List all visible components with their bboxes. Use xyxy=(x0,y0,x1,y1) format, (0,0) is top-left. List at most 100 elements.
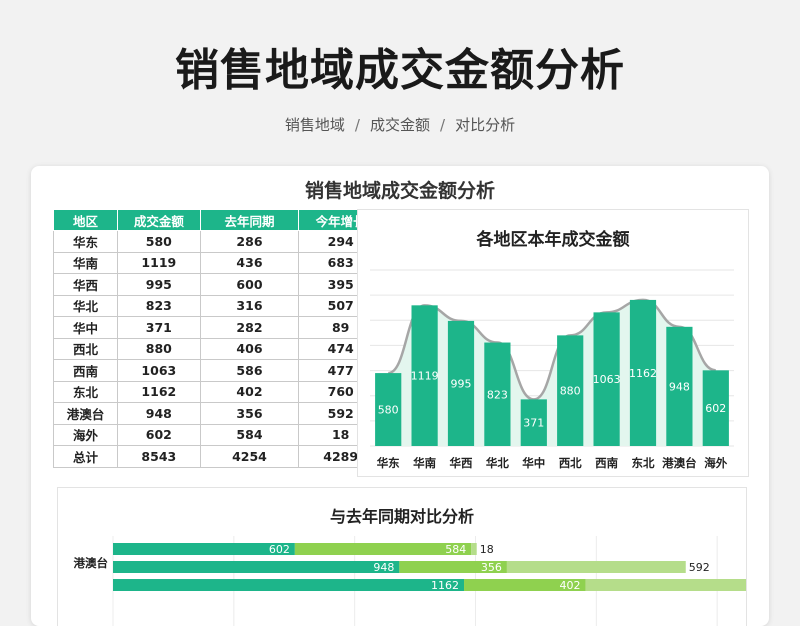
stacked-bar-segment xyxy=(113,543,295,555)
table-cell[interactable]: 600 xyxy=(199,273,300,296)
table-row: 港澳台 948 356 592 xyxy=(52,402,383,425)
table-cell[interactable]: 406 xyxy=(199,337,300,360)
yoy-compare-chart: 与去年同期对比分析60258418948356592港澳台1162402760 xyxy=(57,487,769,626)
stacked-bar-segment xyxy=(585,579,769,591)
category-label: 港澳台 xyxy=(74,556,109,570)
category-label: 东北 xyxy=(632,456,655,470)
table-row: 海外 602 584 18 xyxy=(52,423,383,446)
bar-value-label: 823 xyxy=(487,388,508,401)
table-cell[interactable]: 580 xyxy=(117,230,201,253)
table-cell[interactable]: 华西 xyxy=(52,273,119,296)
table-row: 华北 823 316 507 xyxy=(52,294,383,317)
category-label: 华南 xyxy=(413,456,436,470)
category-label: 海外 xyxy=(704,456,727,470)
bar xyxy=(702,370,729,446)
column-header: 成交金额 xyxy=(117,209,201,231)
table-cell[interactable]: 东北 xyxy=(52,380,119,403)
table-cell[interactable]: 华东 xyxy=(52,230,119,253)
breadcrumb: 销售地域 / 成交金额 / 对比分析 xyxy=(0,114,800,135)
table-row: 华南 1119 436 683 xyxy=(52,251,383,274)
bar xyxy=(666,326,693,446)
table-cell[interactable]: 602 xyxy=(117,423,201,446)
bar xyxy=(411,305,438,446)
column-header: 去年同期 xyxy=(199,209,300,231)
table-row: 西南 1063 586 477 xyxy=(52,359,383,382)
bar xyxy=(375,373,402,446)
bar xyxy=(629,299,657,446)
table-cell[interactable]: 华中 xyxy=(52,316,119,339)
table-cell[interactable]: 584 xyxy=(199,423,300,446)
breadcrumb-separator: / xyxy=(354,116,360,134)
table-cell[interactable]: 995 xyxy=(117,273,201,296)
segment-value-label: 584 xyxy=(445,543,466,556)
bar-value-label: 880 xyxy=(560,385,581,398)
bar xyxy=(593,312,620,446)
table-cell[interactable]: 总计 xyxy=(52,445,119,468)
page-title: 销售地域成交金额分析 xyxy=(175,45,625,96)
category-label: 港澳台 xyxy=(662,456,697,470)
category-label: 西北 xyxy=(559,456,582,470)
segment-value-label: 948 xyxy=(373,561,394,574)
segment-value-label: 1162 xyxy=(431,579,459,592)
breadcrumb-item-region[interactable]: 销售地域 xyxy=(284,116,345,134)
region-amount-chart-svg: 各地区本年成交金额 580 华东 1119 华南 995 华西 823 华北 371 华中 880 西北… xyxy=(370,229,734,470)
breadcrumb-item-compare[interactable]: 对比分析 xyxy=(455,116,516,134)
table-cell[interactable]: 1063 xyxy=(117,359,201,382)
segment-value-label: 18 xyxy=(480,543,494,556)
sales-table: 地区 成交金额 去年同期 今年增长 华东 580 286 294 华南 1119 436 68… xyxy=(52,209,383,468)
table-cell[interactable]: 316 xyxy=(199,294,300,317)
bar-value-label: 580 xyxy=(378,404,399,417)
table-row: 东北 1162 402 760 xyxy=(52,380,383,403)
table-cell[interactable]: 华南 xyxy=(52,251,119,274)
category-label: 华中 xyxy=(522,456,545,470)
table-row: 华中 371 282 89 xyxy=(52,316,383,339)
stacked-bar-segment xyxy=(506,561,686,573)
category-label: 华北 xyxy=(486,456,509,470)
breadcrumb-separator: / xyxy=(440,116,446,134)
yoy-compare-chart-svg: 与去年同期对比分析60258418948356592港澳台1162402760 xyxy=(74,507,769,626)
table-cell[interactable]: 436 xyxy=(199,251,300,274)
column-header: 地区 xyxy=(52,209,119,231)
table-cell[interactable]: 356 xyxy=(199,402,300,425)
segment-value-label: 592 xyxy=(689,561,710,574)
table-cell[interactable]: 286 xyxy=(199,230,300,253)
stacked-bar-segment xyxy=(464,579,586,591)
bar-value-label: 995 xyxy=(451,377,472,390)
spreadsheet-preview: 销售地域成交金额分析 地区 成交金额 去年同期 今年增长 华东 580 286 294… xyxy=(31,166,769,626)
table-cell[interactable]: 1119 xyxy=(117,251,201,274)
stacked-bar-segment xyxy=(113,579,465,591)
bar-value-label: 602 xyxy=(705,402,726,415)
table-cell[interactable]: 海外 xyxy=(52,423,119,446)
table-cell[interactable]: 4254 xyxy=(199,445,300,468)
table-cell[interactable]: 586 xyxy=(199,359,300,382)
table-cell[interactable]: 880 xyxy=(117,337,201,360)
stacked-bar-segment xyxy=(471,543,477,555)
bar xyxy=(520,399,547,446)
chart-title: 与去年同期对比分析 xyxy=(330,507,474,526)
bar xyxy=(484,342,511,446)
segment-value-label: 356 xyxy=(481,561,502,574)
region-amount-chart: 各地区本年成交金额 580 华东 1119 华南 995 华西 823 华北 371 华中 880 西北… xyxy=(357,209,749,477)
breadcrumb-item-amount[interactable]: 成交金额 xyxy=(369,116,430,134)
table-row: 西北 880 406 474 xyxy=(52,337,383,360)
bar xyxy=(447,320,475,446)
table-cell[interactable]: 8543 xyxy=(117,445,201,468)
bar-value-label: 948 xyxy=(669,380,690,393)
table-cell[interactable]: 西北 xyxy=(52,337,119,360)
stacked-bar-segment xyxy=(294,543,472,555)
table-cell[interactable]: 371 xyxy=(117,316,201,339)
table-cell[interactable]: 282 xyxy=(199,316,300,339)
table-cell[interactable]: 402 xyxy=(199,380,300,403)
bar-value-label: 371 xyxy=(523,417,544,430)
table-cell[interactable]: 西南 xyxy=(52,359,119,382)
table-cell[interactable]: 823 xyxy=(117,294,201,317)
table-cell[interactable]: 948 xyxy=(117,402,201,425)
table-cell[interactable]: 1162 xyxy=(117,380,201,403)
table-cell[interactable]: 港澳台 xyxy=(52,402,119,425)
sheet-title: 销售地域成交金额分析 xyxy=(304,180,495,202)
category-label: 华东 xyxy=(377,456,400,470)
table-cell[interactable]: 华北 xyxy=(52,294,119,317)
table-row: 华西 995 600 395 xyxy=(52,273,383,296)
table-row: 华东 580 286 294 xyxy=(52,230,383,253)
bar-value-label: 1119 xyxy=(411,370,439,383)
